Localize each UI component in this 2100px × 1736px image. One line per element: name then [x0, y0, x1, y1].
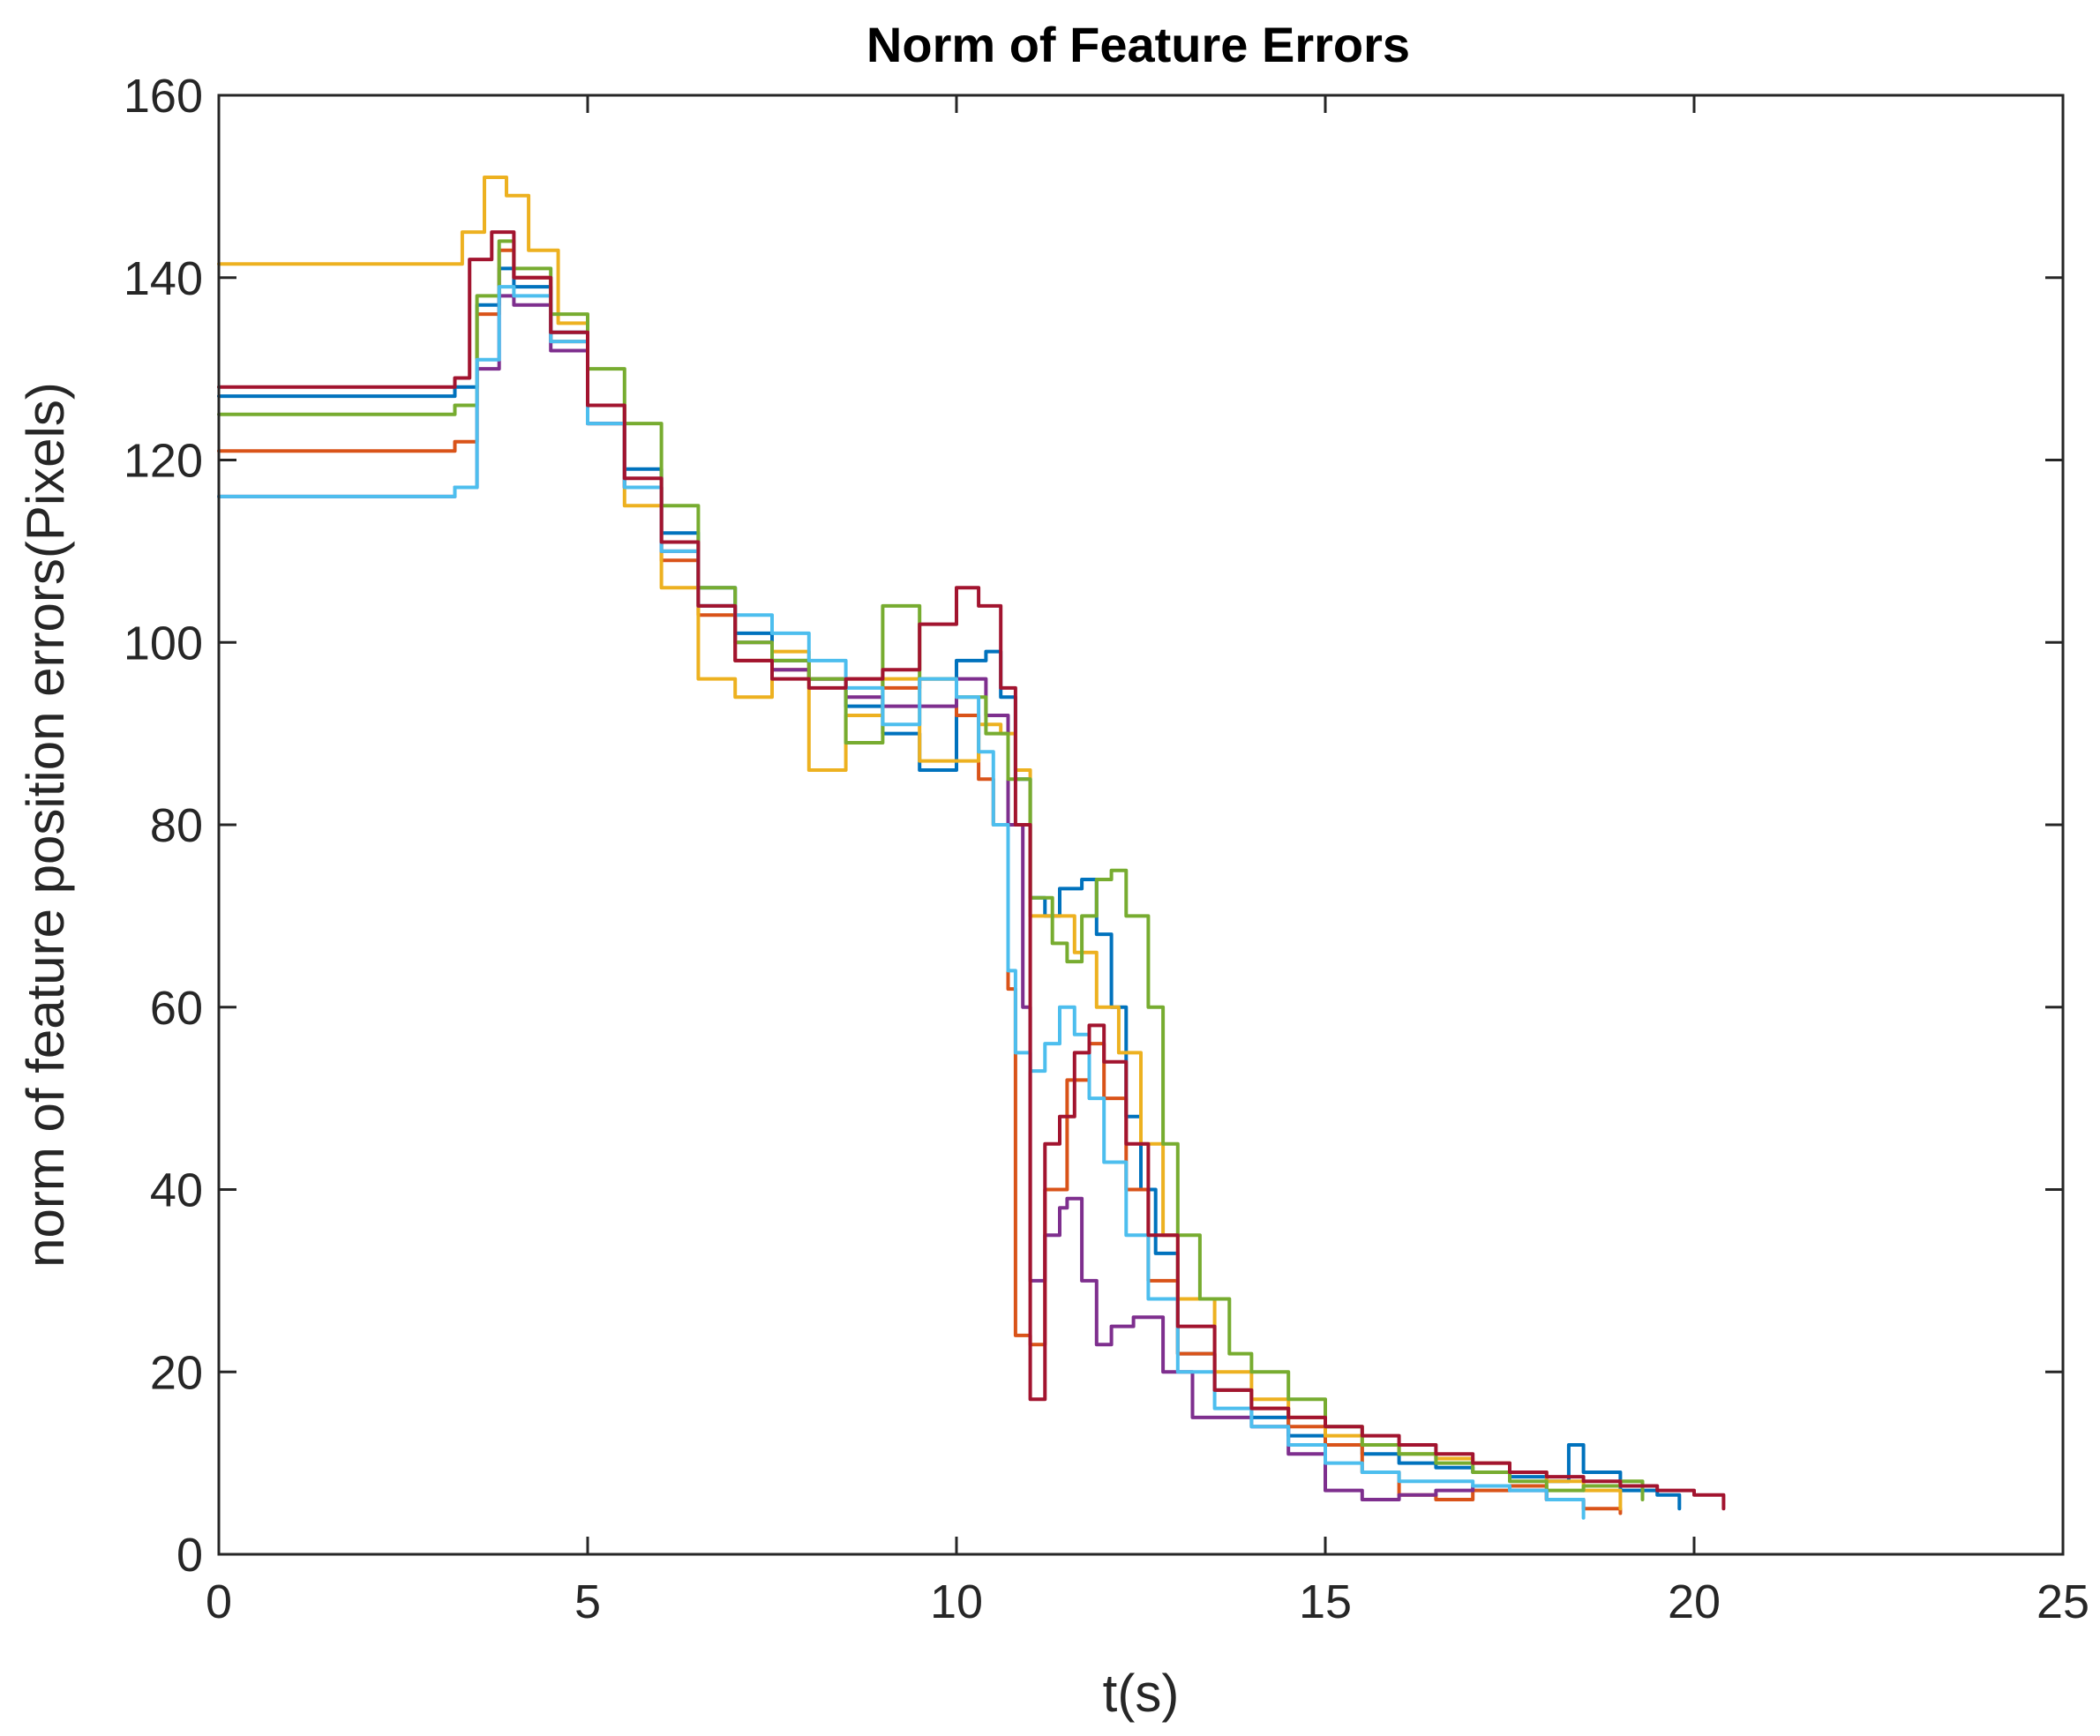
- y-axis-label: norm of feature position errors(Pixels): [16, 382, 75, 1268]
- x-tick-label: 5: [574, 1575, 601, 1628]
- series-line-1: [217, 266, 1682, 1511]
- series-line-4: [217, 294, 1586, 1511]
- y-tick-label: 0: [176, 1529, 203, 1582]
- series-line-6: [217, 285, 1586, 1520]
- axis-ticks: 0 5 10 15 20 25 0 20 40 60 80 100 120 140 160: [124, 70, 2089, 1628]
- x-tick-label: 10: [930, 1575, 983, 1628]
- y-tick-label: 160: [124, 70, 203, 123]
- y-tick-label: 80: [150, 799, 203, 852]
- series-line-2: [217, 248, 1623, 1515]
- series-line-5: [217, 239, 1645, 1501]
- x-axis-label: t(s): [1103, 1664, 1180, 1723]
- x-tick-label: 25: [2036, 1575, 2089, 1628]
- plot-lines: [217, 176, 1726, 1520]
- series-line-7: [217, 230, 1726, 1511]
- series-line-3: [217, 176, 1623, 1511]
- chart-title: Norm of Feature Errors: [866, 17, 1410, 72]
- y-tick-label: 120: [124, 435, 203, 488]
- y-tick-label: 60: [150, 982, 203, 1035]
- y-tick-label: 40: [150, 1164, 203, 1217]
- x-tick-label: 20: [1668, 1575, 1721, 1628]
- x-tick-label: 15: [1299, 1575, 1352, 1628]
- y-tick-label: 20: [150, 1346, 203, 1399]
- y-tick-label: 140: [124, 252, 203, 305]
- x-tick-label: 0: [206, 1575, 232, 1628]
- y-tick-label: 100: [124, 617, 203, 670]
- axes-box: [217, 94, 2065, 1556]
